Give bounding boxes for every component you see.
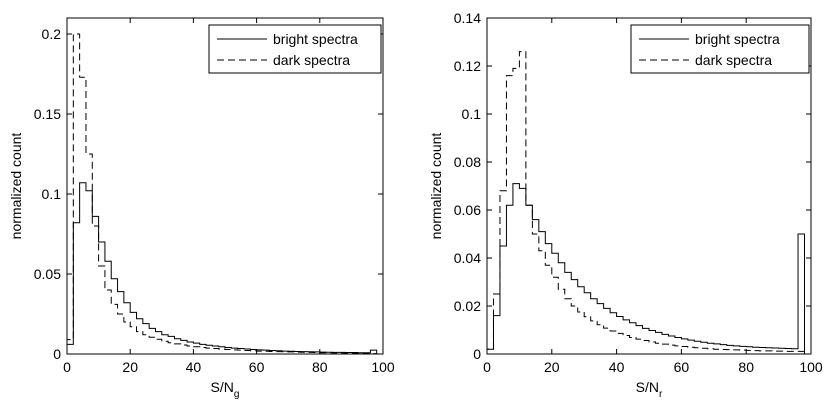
- y-tick-label: 0.05: [34, 266, 61, 282]
- x-tick-label: 100: [371, 359, 395, 375]
- y-tick-label: 0.02: [454, 298, 481, 314]
- x-tick-label: 20: [122, 359, 138, 375]
- plot-frame: [66, 17, 384, 355]
- x-tick-label: 80: [312, 359, 328, 375]
- plot-frame: [486, 17, 812, 355]
- series-line-dark-spectra: [66, 33, 378, 355]
- y-axis-label: normalized count: [428, 133, 444, 240]
- y-tick-label: 0.15: [34, 106, 61, 122]
- y-tick-label: 0: [53, 346, 61, 362]
- y-tick-label: 0.04: [454, 250, 481, 266]
- legend-label: bright spectra: [695, 31, 780, 47]
- y-tick-label: 0.06: [454, 202, 481, 218]
- chart-left: 0 20 40 60 80 100 0 0.05 0.1 0.15 0.2 S/Ng normalize…: [8, 17, 395, 400]
- legend-label: bright spectra: [273, 31, 358, 47]
- y-tick-label: 0: [473, 346, 481, 362]
- series-line-dark-spectra: [486, 51, 806, 354]
- y-tick-label: 0.14: [454, 10, 481, 26]
- y-tick-label: 0.08: [454, 154, 481, 170]
- x-axis-label: S/Ng: [211, 379, 240, 400]
- series-line-bright-spectra: [66, 182, 378, 354]
- y-tick-label: 0.1: [42, 186, 62, 202]
- x-tick-label: 100: [799, 359, 823, 375]
- x-tick-label: 60: [249, 359, 265, 375]
- x-tick-label: 80: [738, 359, 754, 375]
- legend-label: dark spectra: [695, 52, 772, 68]
- series-line-bright-spectra: [486, 183, 806, 354]
- x-axis-label-subscript: g: [234, 389, 240, 400]
- x-axis-label-main: S/N: [636, 379, 659, 395]
- x-axis-label-subscript: r: [659, 389, 663, 400]
- x-tick-label: 0: [483, 359, 491, 375]
- x-tick-label: 0: [63, 359, 71, 375]
- y-axis-label: normalized count: [8, 133, 24, 240]
- y-tick-label: 0.2: [42, 26, 62, 42]
- chart-right: 0 20 40 60 80 100 0 0.02 0.04 0.06 0.08 0.1 0.12 0.14…: [428, 10, 823, 400]
- legend-box: [630, 24, 810, 74]
- x-tick-label: 40: [186, 359, 202, 375]
- y-tick-label: 0.1: [462, 106, 482, 122]
- x-axis-label: S/Nr: [636, 379, 663, 400]
- legend-box: [208, 24, 382, 74]
- x-tick-label: 60: [674, 359, 690, 375]
- x-axis-label-main: S/N: [211, 379, 234, 395]
- x-tick-label: 40: [609, 359, 625, 375]
- y-tick-label: 0.12: [454, 58, 481, 74]
- legend-label: dark spectra: [273, 52, 350, 68]
- x-tick-label: 20: [544, 359, 560, 375]
